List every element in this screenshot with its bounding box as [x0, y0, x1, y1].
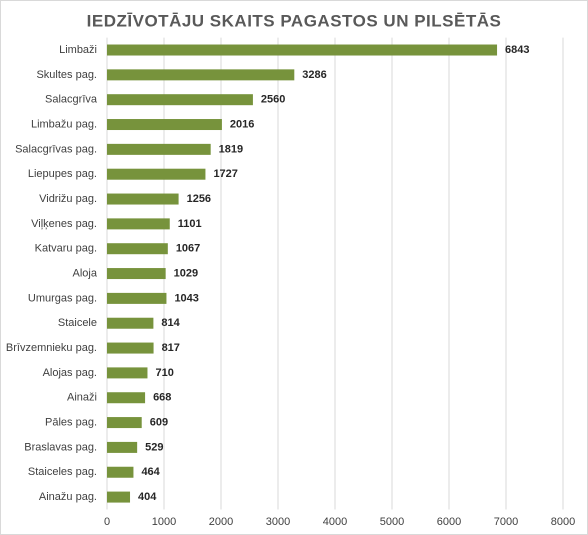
- bar: [107, 44, 498, 56]
- y-tick-label: Ainaži: [67, 392, 97, 404]
- data-label: 1101: [178, 218, 202, 230]
- data-label: 1727: [213, 168, 237, 180]
- bar: [107, 392, 146, 404]
- bar: [107, 193, 179, 205]
- data-label: 1819: [219, 143, 243, 155]
- y-tick-label: Katvaru pag.: [35, 243, 97, 255]
- data-label: 1067: [176, 243, 200, 255]
- y-tick-label: Ainažu pag.: [39, 491, 97, 503]
- bar: [107, 69, 295, 81]
- chart-title: IEDZĪVOTĀJU SKAITS PAGASTOS UN PILSĒTĀS: [87, 11, 502, 30]
- y-tick-label: Viļķenes pag.: [31, 218, 97, 230]
- bar: [107, 466, 134, 478]
- bar: [107, 491, 131, 503]
- data-label: 668: [153, 392, 171, 404]
- x-tick-label: 5000: [380, 516, 404, 528]
- bar: [107, 243, 168, 255]
- bar: [107, 94, 253, 106]
- bar: [107, 441, 138, 453]
- y-tick-label: Aloja: [73, 267, 98, 279]
- data-label: 404: [138, 491, 157, 503]
- y-tick-label: Vidrižu pag.: [39, 193, 97, 205]
- y-tick-label: Salacgrīvas pag.: [15, 143, 97, 155]
- bar: [107, 367, 148, 379]
- y-tick-label: Brīvzemnieku pag.: [6, 342, 97, 354]
- y-tick-label: Skultes pag.: [36, 69, 97, 81]
- data-label: 3286: [302, 69, 326, 81]
- data-label: 1256: [187, 193, 211, 205]
- y-tick-label: Limbažu pag.: [31, 118, 97, 130]
- x-tick-label: 0: [104, 516, 110, 528]
- bar: [107, 317, 154, 329]
- data-label: 710: [155, 367, 173, 379]
- y-tick-label: Pāles pag.: [45, 416, 97, 428]
- bar: [107, 417, 142, 429]
- data-label: 1043: [174, 292, 198, 304]
- data-label: 464: [141, 466, 160, 478]
- x-tick-label: 7000: [494, 516, 518, 528]
- x-tick-label: 2000: [209, 516, 233, 528]
- bar: [107, 168, 206, 180]
- y-tick-label: Alojas pag.: [43, 367, 97, 379]
- y-tick-label: Umurgas pag.: [28, 292, 97, 304]
- data-label: 817: [162, 342, 180, 354]
- y-tick-label: Limbaži: [59, 44, 97, 56]
- data-label: 1029: [174, 267, 198, 279]
- bar: [107, 218, 170, 230]
- data-label: 2016: [230, 118, 254, 130]
- y-tick-label: Salacgrīva: [45, 94, 98, 106]
- bar: [107, 292, 167, 304]
- data-label: 529: [145, 441, 163, 453]
- bar: [107, 268, 166, 280]
- x-tick-label: 6000: [437, 516, 461, 528]
- data-label: 814: [161, 317, 180, 329]
- data-label: 6843: [505, 44, 529, 56]
- data-label: 2560: [261, 94, 285, 106]
- x-tick-label: 3000: [266, 516, 290, 528]
- data-label: 609: [150, 416, 168, 428]
- bar: [107, 342, 154, 354]
- x-tick-label: 8000: [551, 516, 575, 528]
- x-tick-label: 1000: [152, 516, 176, 528]
- y-tick-label: Staicele: [58, 317, 97, 329]
- y-tick-label: Braslavas pag.: [24, 441, 97, 453]
- y-tick-label: Staiceles pag.: [28, 466, 97, 478]
- bar: [107, 119, 222, 131]
- bar: [107, 143, 211, 155]
- y-tick-label: Liepupes pag.: [28, 168, 97, 180]
- x-tick-label: 4000: [323, 516, 347, 528]
